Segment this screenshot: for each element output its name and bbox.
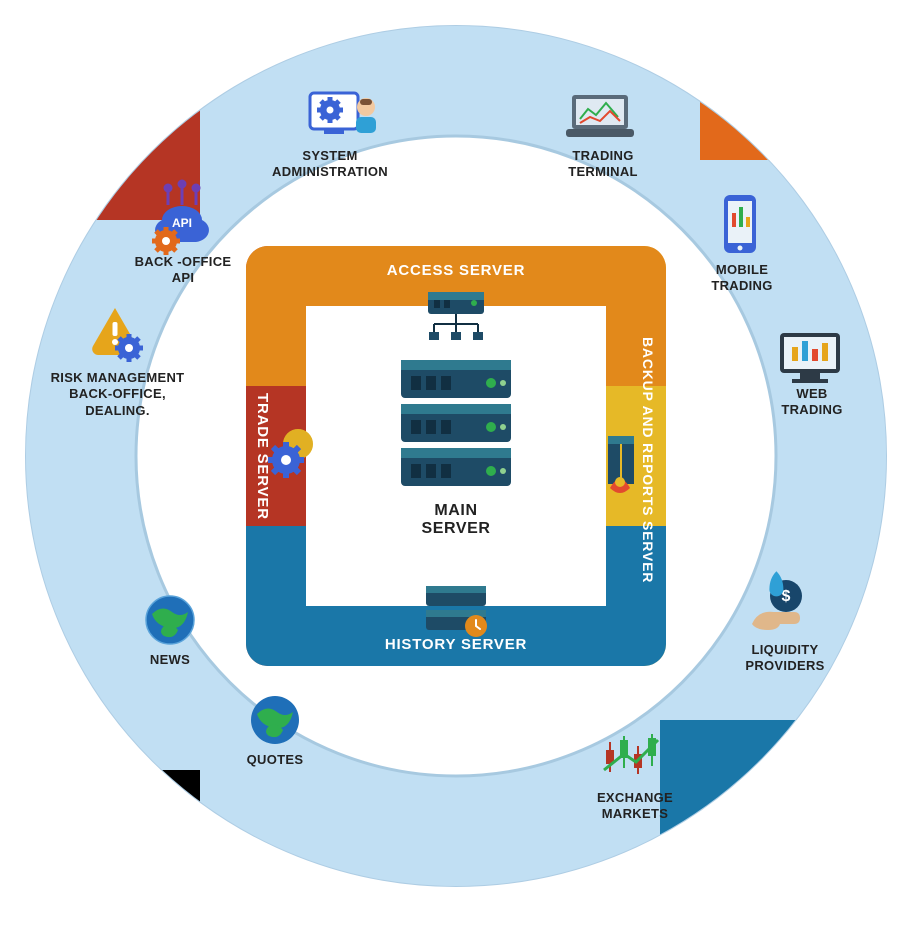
- news-label: NEWS: [130, 652, 210, 668]
- terminal-icon: [566, 95, 634, 137]
- wedge-bottom-right: [660, 720, 912, 932]
- web-trading-label: WEB TRADING: [762, 386, 862, 419]
- quotes-label: QUOTES: [230, 752, 320, 768]
- diagram-stage: API: [0, 0, 912, 932]
- wedge-top-right: [700, 0, 912, 160]
- wedge-bottom-left: [0, 770, 200, 932]
- trade-server-label: TRADE SERVER: [254, 356, 271, 556]
- quotes-icon: [251, 696, 299, 744]
- backup-server-label: BACKUP AND REPORTS SERVER: [640, 300, 656, 620]
- main-server-label: MAIN SERVER: [396, 502, 516, 538]
- main-server-label-l1: MAIN: [434, 502, 477, 519]
- main-server-icon: [401, 360, 511, 486]
- mobile-trading-label: MOBILE TRADING: [692, 262, 792, 295]
- access-server-label: ACCESS SERVER: [356, 262, 556, 279]
- main-server-label-l2: SERVER: [421, 520, 490, 537]
- diagram-svg: API: [0, 0, 912, 932]
- risk-label: RISK MANAGEMENT BACK-OFFICE, DEALING.: [30, 370, 205, 419]
- history-server-icon: [426, 586, 487, 637]
- mobile-trading-icon: [724, 195, 756, 253]
- sysadmin-icon: [310, 93, 376, 134]
- liquidity-label: LIQUIDITY PROVIDERS: [720, 642, 850, 675]
- terminal-label: TRADING TERMINAL: [548, 148, 658, 181]
- api-label: BACK -OFFICE API: [118, 254, 248, 287]
- news-icon: [146, 596, 194, 644]
- sysadmin-label: SYSTEM ADMINISTRATION: [250, 148, 410, 181]
- history-server-label: HISTORY SERVER: [356, 636, 556, 653]
- exchange-label: EXCHANGE MARKETS: [570, 790, 700, 823]
- svg-text:API: API: [172, 216, 192, 230]
